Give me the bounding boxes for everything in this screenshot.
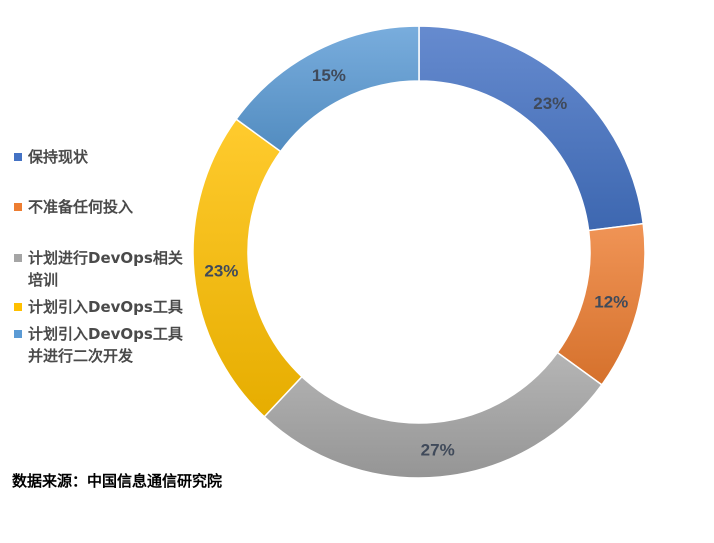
legend-label: 计划引入DevOps工具 xyxy=(28,298,183,316)
legend-swatch xyxy=(14,303,22,311)
legend-swatch xyxy=(14,254,22,262)
slice-value-label: 23% xyxy=(533,94,567,113)
legend-item: 计划进行DevOps相关培训 xyxy=(14,247,186,291)
legend-label: 计划进行DevOps相关培训 xyxy=(28,249,183,289)
slice-value-label: 15% xyxy=(312,66,346,85)
donut-slice xyxy=(235,25,420,153)
slice-value-label: 12% xyxy=(594,292,628,311)
legend-item: 计划引入DevOps工具并进行二次开发 xyxy=(14,323,186,367)
legend-label: 保持现状 xyxy=(28,148,89,166)
donut-slice xyxy=(418,25,645,232)
donut-labels: 23% 12% 27% 23% 15% xyxy=(204,66,628,459)
legend-item: 计划引入DevOps工具 xyxy=(14,296,186,318)
legend-label: 不准备任何投入 xyxy=(28,198,134,216)
legend: 保持现状 不准备任何投入 计划进行DevOps相关培训 计划引入DevOps工具… xyxy=(14,146,186,367)
legend-swatch xyxy=(14,203,22,211)
donut-slices xyxy=(192,25,646,479)
source-note: 数据来源：中国信息通信研究院 xyxy=(12,472,223,490)
legend-swatch xyxy=(14,330,22,338)
legend-item: 不准备任何投入 xyxy=(14,196,186,218)
slice-value-label: 27% xyxy=(421,441,455,460)
legend-item: 保持现状 xyxy=(14,146,186,168)
legend-label: 计划引入DevOps工具并进行二次开发 xyxy=(28,325,183,365)
slice-value-label: 23% xyxy=(204,262,238,281)
legend-swatch xyxy=(14,153,22,161)
